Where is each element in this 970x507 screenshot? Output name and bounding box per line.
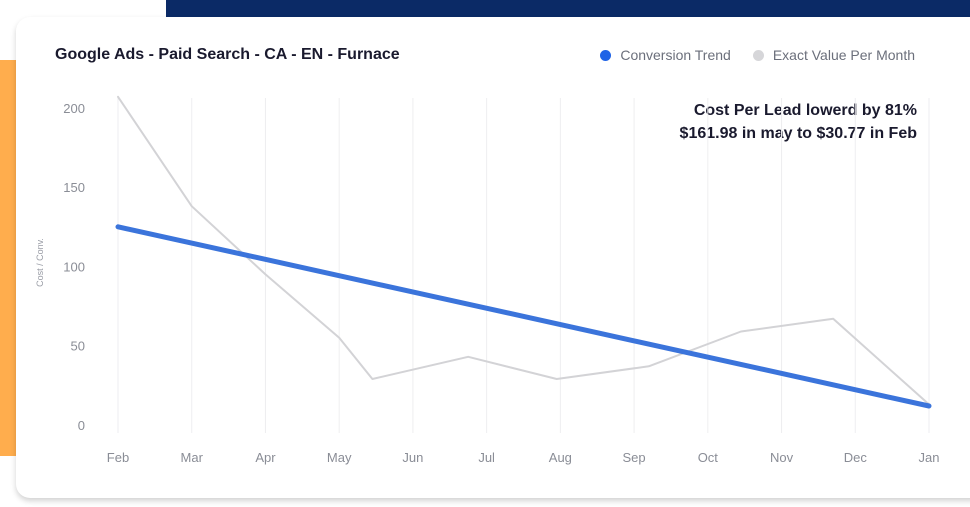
side-accent-bar bbox=[0, 60, 16, 456]
x-tick-label: Dec bbox=[844, 450, 868, 465]
y-tick-label: 150 bbox=[63, 180, 85, 195]
legend-label: Exact Value Per Month bbox=[772, 47, 915, 63]
chart-annotation: Cost Per Lead lowerd by 81% $161.98 in m… bbox=[680, 99, 917, 145]
y-tick-label: 50 bbox=[71, 339, 85, 354]
x-tick-label: Jun bbox=[402, 450, 423, 465]
y-axis-label: Cost / Conv. bbox=[35, 238, 45, 287]
x-tick-label: Apr bbox=[255, 450, 276, 465]
legend-item-conversion-trend[interactable]: Conversion Trend bbox=[600, 47, 731, 63]
x-tick-label: Oct bbox=[698, 450, 719, 465]
legend: Conversion Trend Exact Value Per Month bbox=[578, 47, 915, 63]
annotation-line-2: $161.98 in may to $30.77 in Feb bbox=[679, 125, 917, 142]
legend-label: Conversion Trend bbox=[620, 47, 731, 63]
y-tick-label: 200 bbox=[63, 101, 85, 116]
x-tick-label: Sep bbox=[623, 450, 646, 465]
series-line-exact-value bbox=[117, 95, 930, 406]
x-tick-label: May bbox=[327, 450, 352, 465]
chart-card bbox=[16, 17, 970, 498]
legend-item-exact-value[interactable]: Exact Value Per Month bbox=[752, 47, 915, 63]
x-tick-label: Jan bbox=[919, 450, 940, 465]
chart-title: Google Ads - Paid Search - CA - EN - Fur… bbox=[55, 46, 400, 63]
annotation-line-1: Cost Per Lead lowerd by 81% bbox=[693, 102, 917, 119]
x-tick-label: Mar bbox=[181, 450, 204, 465]
series-line-conversion-trend bbox=[115, 224, 932, 409]
y-tick-label: 0 bbox=[78, 418, 85, 433]
legend-marker bbox=[752, 49, 764, 61]
legend-marker bbox=[600, 49, 612, 61]
x-tick-label: Feb bbox=[107, 450, 129, 465]
x-tick-label: Nov bbox=[770, 450, 794, 465]
y-tick-label: 100 bbox=[63, 259, 85, 274]
x-tick-label: Jul bbox=[478, 450, 495, 465]
top-accent-bar bbox=[166, 0, 970, 17]
x-tick-label: Aug bbox=[549, 450, 572, 465]
